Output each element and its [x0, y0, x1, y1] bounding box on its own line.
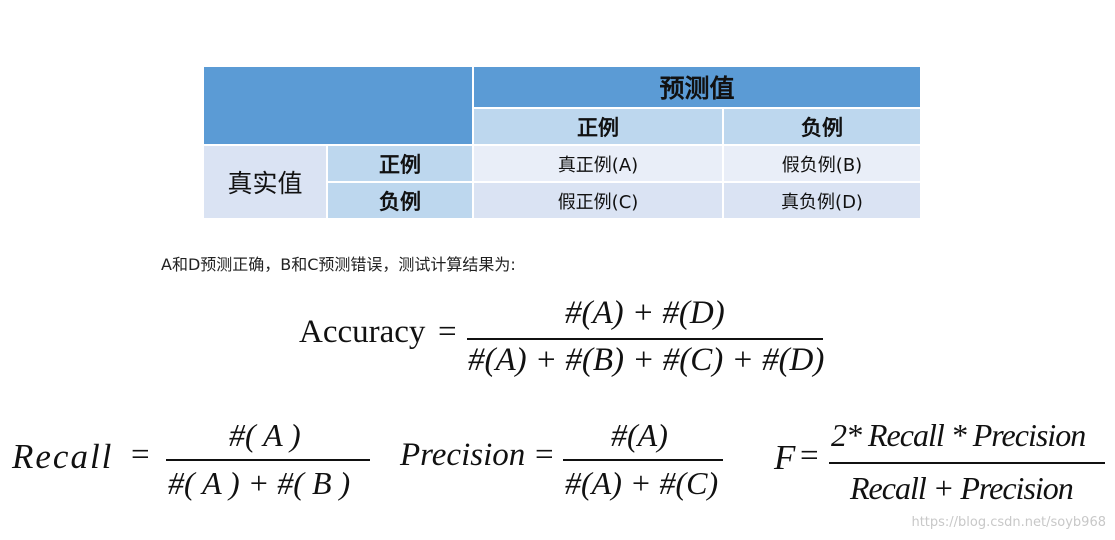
pred-negative-header: 负例	[724, 109, 920, 144]
pred-positive-header: 正例	[474, 109, 722, 144]
recall-denominator: #( A ) + #( B )	[168, 465, 351, 501]
watermark-text: https://blog.csdn.net/soyb968	[911, 515, 1106, 530]
accuracy-denominator: #(A) + #(B) + #(C) + #(D)	[468, 342, 825, 378]
predicted-header: 预测值	[474, 67, 920, 107]
precision-numerator: #(A)	[611, 417, 668, 453]
cell-false-positive: 假正例(C)	[474, 183, 722, 218]
precision-denominator: #(A) + #(C)	[565, 465, 719, 501]
recall-fraction-bar	[166, 459, 370, 461]
table-corner-cell	[204, 67, 472, 144]
cell-false-negative: 假负例(B)	[724, 146, 920, 181]
fscore-fraction-bar	[829, 462, 1105, 464]
fscore-numerator: 2* Recall * Precision	[831, 417, 1086, 453]
accuracy-lhs: Accuracy	[299, 314, 426, 350]
cell-true-positive: 真正例(A)	[474, 146, 722, 181]
accuracy-fraction-bar	[467, 338, 823, 340]
recall-equals: =	[131, 437, 150, 473]
precision-lhs: Precision	[400, 437, 526, 473]
cell-true-negative: 真负例(D)	[724, 183, 920, 218]
fscore-denominator: Recall + Precision	[850, 470, 1074, 506]
precision-equals: =	[535, 437, 554, 473]
actual-negative-header: 负例	[328, 183, 472, 218]
recall-numerator: #( A )	[229, 417, 301, 453]
accuracy-numerator: #(A) + #(D)	[565, 295, 725, 331]
actual-header: 真实值	[204, 146, 326, 218]
recall-lhs: Recall	[12, 437, 114, 476]
fscore-lhs: F	[774, 438, 796, 477]
fscore-equals: =	[800, 438, 819, 474]
explanation-text: A和D预测正确，B和C预测错误，测试计算结果为:	[161, 255, 516, 274]
actual-positive-header: 正例	[328, 146, 472, 181]
confusion-matrix-table: 预测值 正例 负例 真实值 正例 真正例(A) 假负例(B) 负例 假正例(C)…	[204, 67, 920, 218]
precision-fraction-bar	[563, 459, 723, 461]
accuracy-equals: =	[438, 314, 457, 350]
